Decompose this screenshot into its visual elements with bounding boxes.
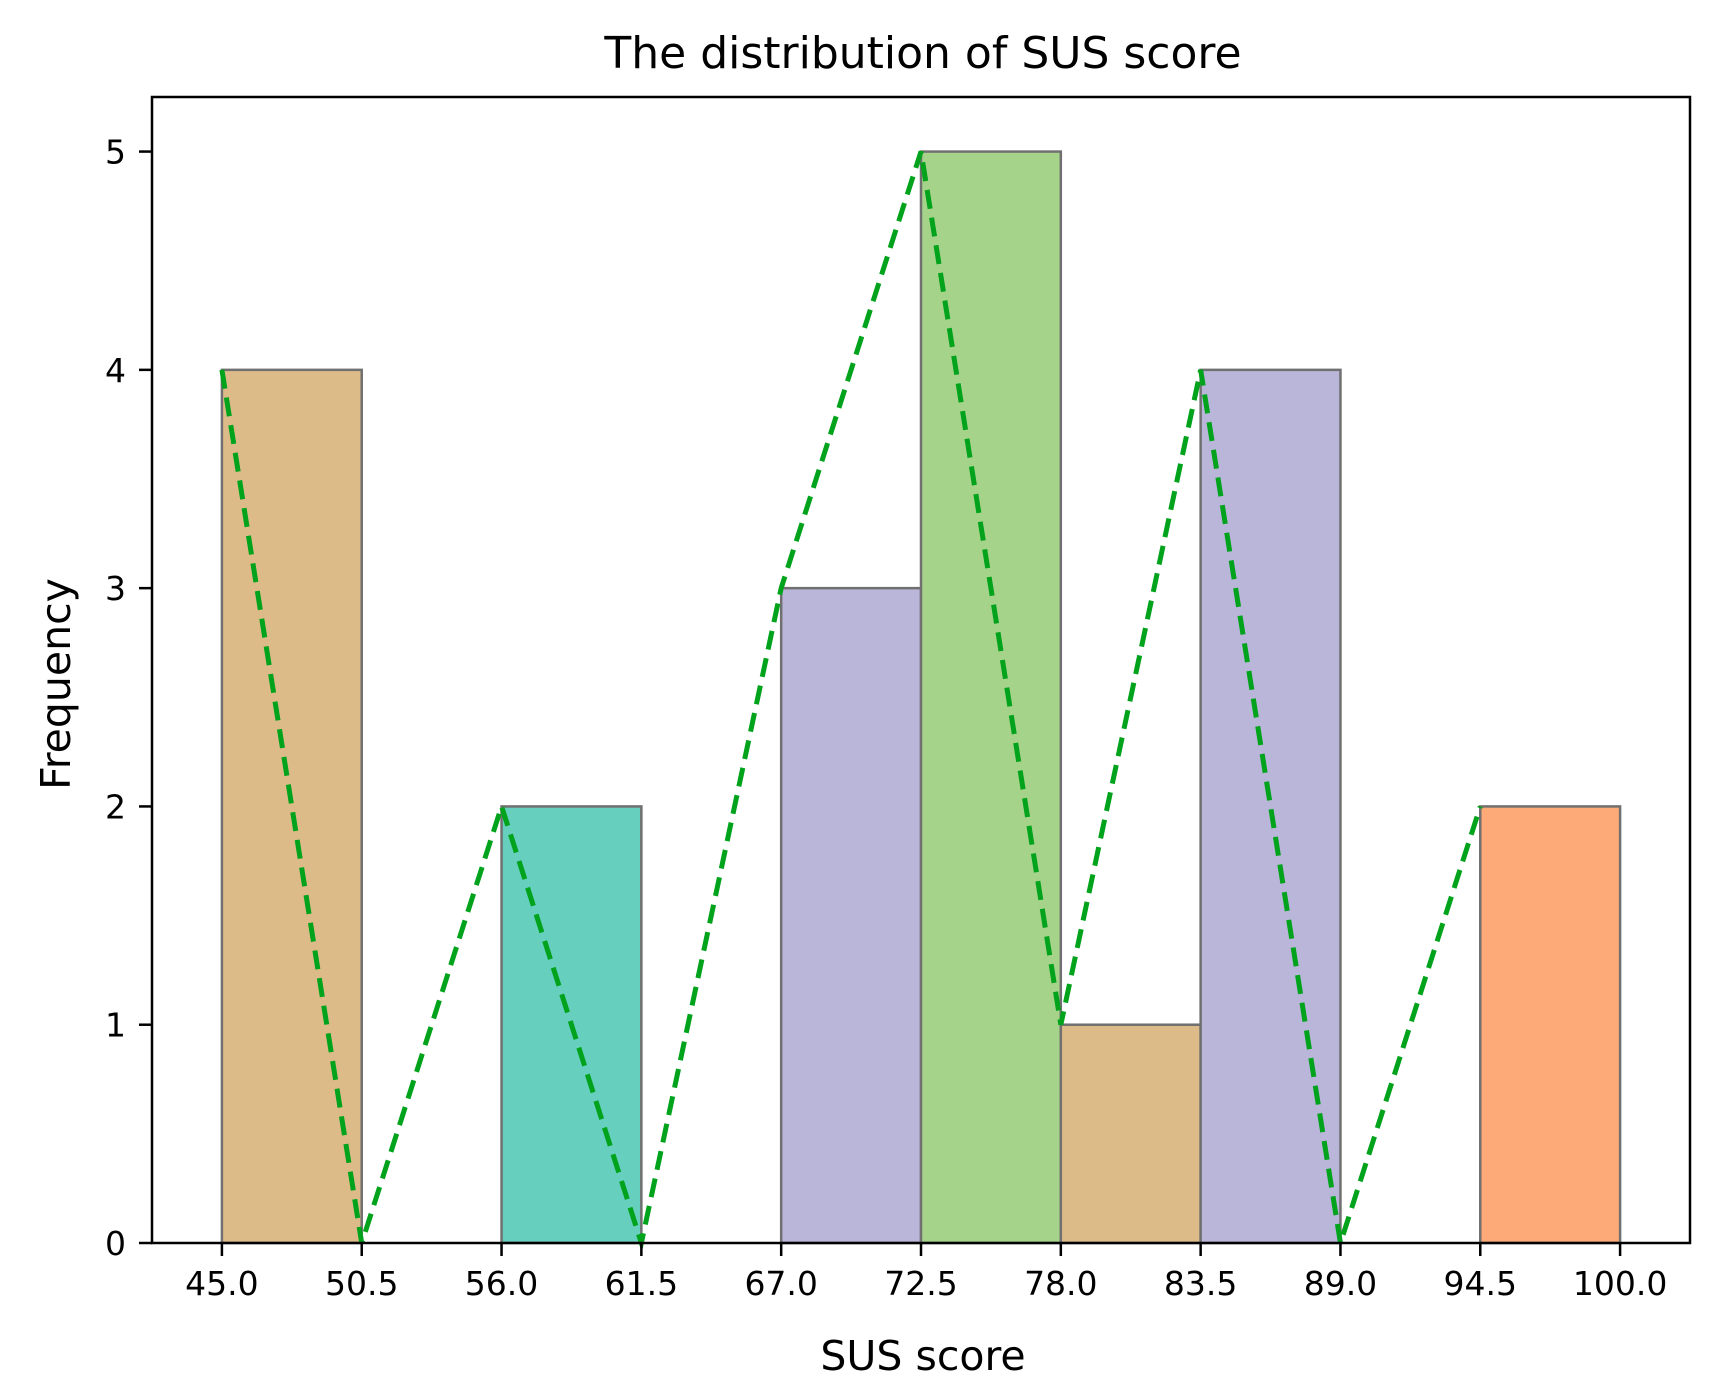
x-axis-label: SUS score (820, 1332, 1025, 1380)
bars-layer (220, 150, 1622, 1245)
y-tick-label: 5 (105, 133, 126, 172)
chart-title: The distribution of SUS score (603, 28, 1241, 79)
histogram-bar (1059, 1023, 1202, 1245)
y-tick-label: 2 (105, 787, 126, 826)
x-tick-label: 94.5 (1444, 1264, 1517, 1303)
x-tick-label: 67.0 (744, 1264, 817, 1303)
y-tick-label: 0 (105, 1224, 126, 1263)
x-tick-label: 50.5 (325, 1264, 398, 1303)
x-tick-label: 61.5 (605, 1264, 678, 1303)
histogram-bar (1479, 805, 1622, 1245)
x-tick-label: 83.5 (1164, 1264, 1237, 1303)
x-tick-label: 89.0 (1304, 1264, 1377, 1303)
y-tick-label: 4 (105, 351, 126, 390)
x-tick-label: 72.5 (884, 1264, 957, 1303)
axes-layer: 45.0 50.5 56.0 61.5 67.0 72.5 78.0 83.5 89.0 94.5… (105, 95, 1692, 1303)
y-tick-label: 1 (105, 1006, 126, 1045)
x-tick-label: 56.0 (465, 1264, 538, 1303)
histogram-bar (779, 586, 923, 1245)
y-tick-label: 3 (105, 569, 126, 608)
x-tick-label: 78.0 (1024, 1264, 1097, 1303)
x-tick-label: 45.0 (185, 1264, 258, 1303)
histogram-bar (220, 368, 363, 1245)
x-tick-label: 100.0 (1573, 1264, 1667, 1303)
histogram-bar (919, 150, 1063, 1245)
y-axis-label: Frequency (32, 578, 80, 790)
frequency-polygon-line (219, 150, 1483, 1253)
frequency-polygon-layer (219, 150, 1483, 1253)
histogram-bar (1199, 368, 1342, 1245)
